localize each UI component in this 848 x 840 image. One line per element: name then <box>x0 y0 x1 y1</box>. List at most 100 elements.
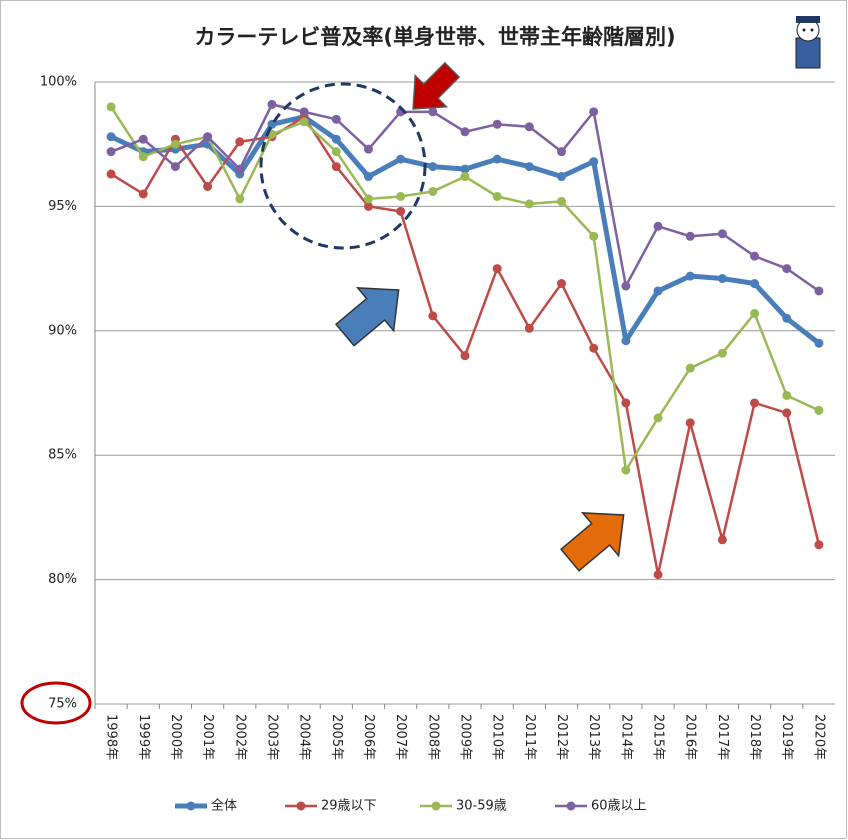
data-point <box>139 189 148 198</box>
data-point <box>107 147 116 156</box>
x-tick-label: 2014年 <box>618 714 633 760</box>
data-point <box>750 398 759 407</box>
legend-marker <box>432 802 441 811</box>
data-point <box>107 170 116 179</box>
data-point <box>235 137 244 146</box>
data-point <box>332 115 341 124</box>
data-point <box>814 540 823 549</box>
x-tick-label: 2005年 <box>329 714 344 760</box>
data-point <box>461 172 470 181</box>
x-tick-label: 2006年 <box>361 714 376 760</box>
data-point <box>782 408 791 417</box>
data-point <box>364 172 373 181</box>
mascot-icon <box>796 16 820 68</box>
legend-label: 29歳以下 <box>321 799 377 814</box>
data-point <box>686 418 695 427</box>
x-tick-label: 2018年 <box>747 714 762 760</box>
data-point <box>107 132 116 141</box>
data-point <box>557 172 566 181</box>
data-point <box>428 162 437 171</box>
y-tick-label: 90% <box>48 323 77 338</box>
x-tick-label: 2019年 <box>779 714 794 760</box>
legend-label: 全体 <box>211 798 237 814</box>
data-point <box>621 466 630 475</box>
data-point <box>814 339 823 348</box>
data-point <box>814 406 823 415</box>
x-tick-label: 2017年 <box>715 714 730 760</box>
data-point <box>814 286 823 295</box>
data-point <box>493 264 502 273</box>
data-point <box>364 145 373 154</box>
data-point <box>686 272 695 281</box>
data-point <box>525 162 534 171</box>
data-point <box>654 570 663 579</box>
data-point <box>332 147 341 156</box>
chart-border <box>1 1 847 839</box>
data-point <box>557 147 566 156</box>
x-tick-label: 2016年 <box>683 714 698 760</box>
data-point <box>589 107 598 116</box>
x-tick-label: 2000年 <box>168 714 183 760</box>
data-point <box>300 117 309 126</box>
data-point <box>396 192 405 201</box>
legend-marker <box>567 802 576 811</box>
data-point <box>557 279 566 288</box>
data-point <box>461 127 470 136</box>
x-tick-label: 1998年 <box>104 714 119 760</box>
x-tick-label: 2010年 <box>490 714 505 760</box>
data-point <box>621 336 630 345</box>
legend-label: 30-59歳 <box>456 799 507 814</box>
data-point <box>267 100 276 109</box>
data-point <box>171 162 180 171</box>
data-point <box>428 311 437 320</box>
data-point <box>621 398 630 407</box>
data-point <box>654 286 663 295</box>
data-point <box>235 165 244 174</box>
data-point <box>396 155 405 164</box>
data-point <box>493 192 502 201</box>
data-point <box>203 182 212 191</box>
data-point <box>171 140 180 149</box>
x-tick-label: 2015年 <box>651 714 666 760</box>
x-tick-label: 2020年 <box>811 714 826 760</box>
data-point <box>461 351 470 360</box>
legend-label: 60歳以上 <box>591 799 647 814</box>
y-tick-label: 95% <box>48 199 77 214</box>
data-point <box>396 207 405 216</box>
x-tick-label: 2001年 <box>200 714 215 760</box>
data-point <box>782 391 791 400</box>
data-point <box>364 194 373 203</box>
x-tick-label: 2004年 <box>297 714 312 760</box>
x-tick-label: 2011年 <box>522 714 537 760</box>
data-point <box>718 349 727 358</box>
legend-marker <box>297 802 306 811</box>
x-tick-label: 2002年 <box>232 714 247 760</box>
data-point <box>428 187 437 196</box>
x-tick-label: 1999年 <box>136 714 151 760</box>
data-point <box>493 120 502 129</box>
chart-title: カラーテレビ普及率(単身世帯、世帯主年齢階層別) <box>194 25 675 49</box>
y-tick-label: 100% <box>40 75 77 90</box>
x-tick-label: 2007年 <box>393 714 408 760</box>
x-tick-label: 2008年 <box>425 714 440 760</box>
data-point <box>235 194 244 203</box>
data-point <box>428 107 437 116</box>
data-point <box>139 135 148 144</box>
y-tick-label: 80% <box>48 572 77 587</box>
data-point <box>686 232 695 241</box>
legend-marker <box>187 802 196 811</box>
data-point <box>750 279 759 288</box>
y-tick-label: 85% <box>48 448 77 463</box>
x-tick-label: 2009年 <box>458 714 473 760</box>
data-point <box>589 232 598 241</box>
data-point <box>589 157 598 166</box>
data-point <box>782 264 791 273</box>
data-point <box>525 199 534 208</box>
x-tick-label: 2012年 <box>554 714 569 760</box>
data-point <box>782 314 791 323</box>
x-tick-label: 2013年 <box>586 714 601 760</box>
data-point <box>493 155 502 164</box>
data-point <box>107 102 116 111</box>
data-point <box>525 122 534 131</box>
data-point <box>525 324 534 333</box>
